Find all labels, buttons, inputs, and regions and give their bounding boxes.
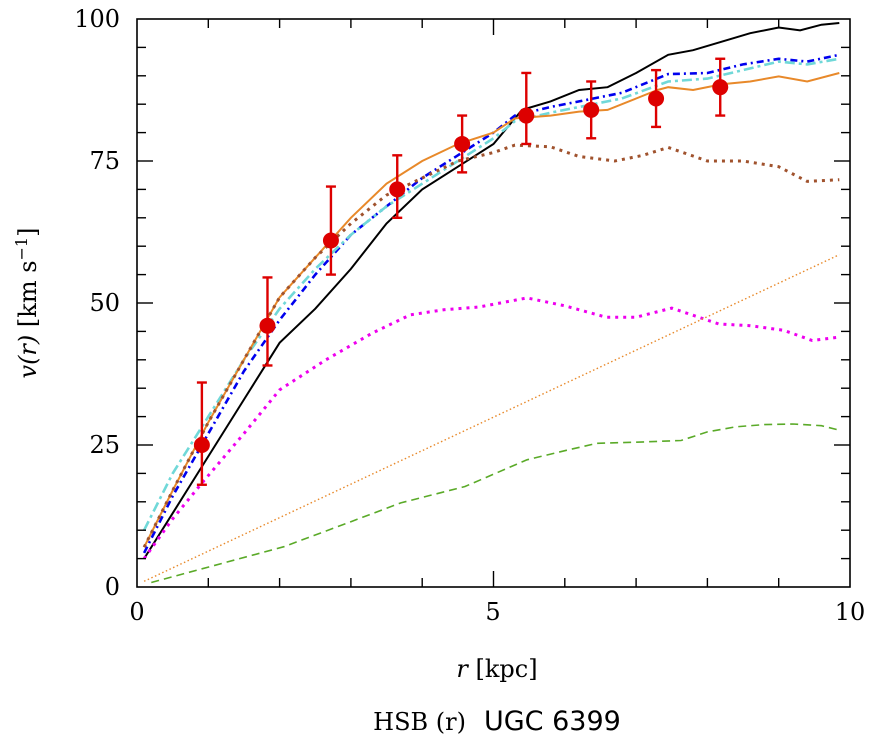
data-point <box>259 317 276 334</box>
model-curve-dashed <box>151 423 840 584</box>
y-tick-label: 25 <box>89 431 120 459</box>
data-point <box>454 135 471 152</box>
model-curve-dotted <box>142 143 840 548</box>
axis-ticks <box>137 19 850 587</box>
x-axis-label: r [kpc] <box>456 655 537 683</box>
data-point <box>322 232 339 249</box>
plot-frame <box>136 18 851 588</box>
y-tick-label: 0 <box>105 573 120 601</box>
x-tick-label: 5 <box>485 598 500 626</box>
data-point <box>712 79 729 96</box>
data-point <box>389 181 406 198</box>
model-curves <box>142 22 840 584</box>
data-point <box>648 90 665 107</box>
chart-title: HSB (r) UGC 6399 <box>373 706 621 737</box>
data-point <box>583 101 600 118</box>
y-axis-label: v(r) [km s−1] <box>12 228 42 379</box>
x-tick-label: 10 <box>835 598 866 626</box>
model-curve-solid <box>143 22 840 560</box>
y-tick-label: 100 <box>74 5 120 33</box>
model-curve-finedotted <box>143 254 840 582</box>
data-point <box>518 107 535 124</box>
y-tick-label: 50 <box>89 289 120 317</box>
observed-points <box>193 57 729 486</box>
model-curve-dashdotwide <box>142 57 840 531</box>
y-tick-label: 75 <box>89 147 120 175</box>
data-point <box>193 437 210 453</box>
x-tick-label: 0 <box>129 598 144 626</box>
model-curve-dotted <box>142 296 840 560</box>
